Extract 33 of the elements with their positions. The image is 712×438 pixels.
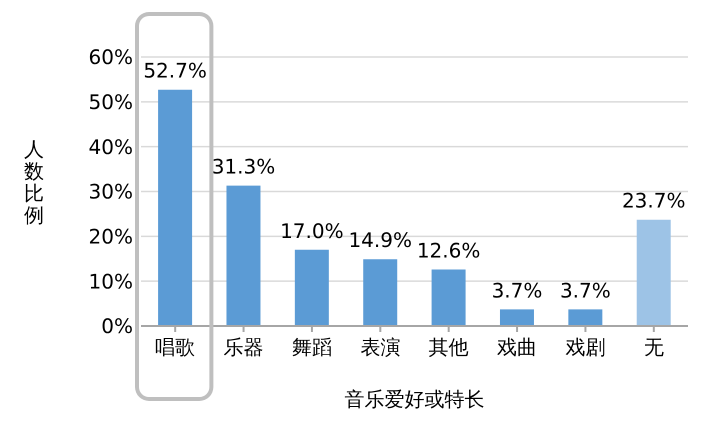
data-label: 17.0% bbox=[280, 218, 344, 243]
x-tick-label: 戏曲 bbox=[497, 335, 538, 360]
bar bbox=[363, 259, 398, 326]
bar bbox=[158, 90, 192, 326]
y-tick-label: 50% bbox=[88, 90, 133, 114]
data-label: 23.7% bbox=[622, 188, 686, 213]
y-axis-title: 人数比例 bbox=[23, 137, 45, 227]
x-tick-label: 戏剧 bbox=[565, 335, 606, 360]
bar bbox=[568, 309, 602, 326]
x-axis-title: 音乐爱好或特长 bbox=[344, 387, 484, 411]
y-tick-label: 40% bbox=[88, 134, 133, 159]
x-tick-label: 表演 bbox=[360, 335, 400, 360]
y-tick-label: 30% bbox=[88, 180, 133, 204]
data-label: 3.7% bbox=[560, 278, 611, 302]
data-label: 31.3% bbox=[212, 154, 276, 179]
data-label: 12.6% bbox=[416, 238, 480, 263]
bar bbox=[432, 270, 466, 326]
y-tick-label: 0% bbox=[101, 314, 133, 338]
data-label: 3.7% bbox=[492, 278, 542, 302]
y-tick-label: 20% bbox=[88, 224, 133, 248]
data-label: 14.9% bbox=[348, 228, 412, 252]
x-tick-label: 其他 bbox=[428, 335, 469, 360]
x-tick-label: 无 bbox=[644, 335, 664, 360]
y-tick-label: 60% bbox=[88, 45, 133, 70]
bar bbox=[294, 250, 329, 326]
x-tick-label: 唱歌 bbox=[155, 335, 196, 360]
x-tick-label: 乐器 bbox=[224, 335, 264, 360]
bar bbox=[636, 220, 671, 326]
y-tick-label: 10% bbox=[88, 269, 133, 294]
bar bbox=[226, 186, 260, 326]
bar bbox=[500, 309, 534, 326]
data-label: 52.7% bbox=[143, 58, 207, 83]
x-tick-label: 舞蹈 bbox=[292, 335, 332, 360]
